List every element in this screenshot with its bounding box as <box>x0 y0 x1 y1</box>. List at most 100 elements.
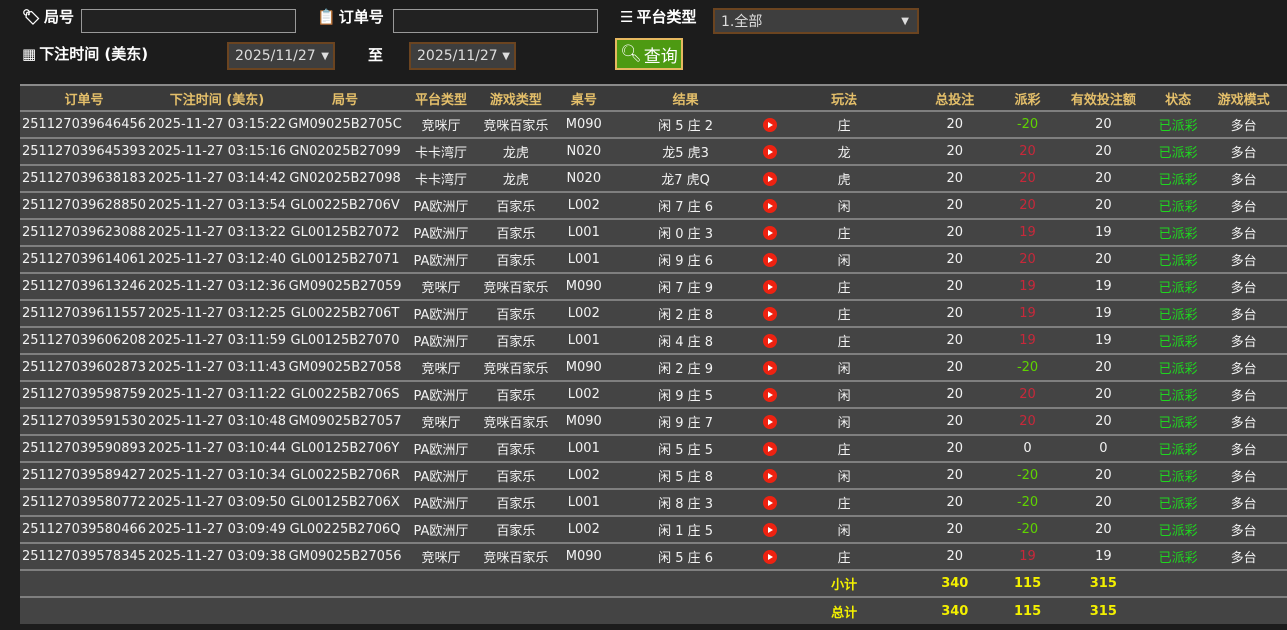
cell: 251127039638183 <box>20 164 148 192</box>
play-video-icon[interactable] <box>763 252 778 267</box>
cell: 闲 9 庄 5 <box>613 380 758 408</box>
table-header: 订单号 下注时间 (美东) 局号 平台类型 游戏类型 桌号 结果 玩法 总投注 派彩 有效投注额 状态… <box>20 84 1287 111</box>
table-row[interactable]: 251127039628850 2025-11-27 03:13:54 GL0022… <box>20 191 1287 219</box>
cell: 20 <box>904 542 1005 570</box>
cell: 百家乐 <box>477 488 554 516</box>
subtotal-total_bet: 340 <box>904 569 1005 597</box>
table-row[interactable]: 251127039580772 2025-11-27 03:09:50 GL0012… <box>20 488 1287 516</box>
cell: N020 <box>553 137 614 165</box>
play-video-icon[interactable] <box>763 441 778 456</box>
table-row[interactable]: 251127039590893 2025-11-27 03:10:44 GL0012… <box>20 434 1287 462</box>
cell: 20 <box>904 110 1005 138</box>
cell: 251127039613246 <box>20 272 148 300</box>
tag-icon: 🏷 <box>22 7 42 26</box>
cell: 20 <box>1050 380 1157 408</box>
table-row[interactable]: 251127039591530 2025-11-27 03:10:48 GM0902… <box>20 407 1287 435</box>
cell <box>147 596 287 624</box>
cell: 2025-11-27 03:15:16 <box>147 137 287 165</box>
play-video-icon[interactable] <box>763 306 778 321</box>
play-video-icon[interactable] <box>763 387 778 402</box>
cell: L002 <box>553 380 614 408</box>
cell: 多台 <box>1200 380 1287 408</box>
cell: 20 <box>1050 110 1157 138</box>
cell: 2025-11-27 03:11:59 <box>147 326 287 354</box>
cell: 251127039591530 <box>20 407 148 435</box>
cell: GL00125B27071 <box>286 245 405 273</box>
cell: 251127039578345 <box>20 542 148 570</box>
play-video-icon[interactable] <box>763 522 778 537</box>
play-video-icon[interactable] <box>763 333 778 348</box>
table-row[interactable]: 251127039606208 2025-11-27 03:11:59 GL0012… <box>20 326 1287 354</box>
cell: L001 <box>553 488 614 516</box>
play-video-icon[interactable] <box>763 360 778 375</box>
table-row[interactable]: 251127039578345 2025-11-27 03:09:38 GM0902… <box>20 542 1287 570</box>
table-row[interactable]: 251127039602873 2025-11-27 03:11:43 GM0902… <box>20 353 1287 381</box>
cell <box>20 596 148 624</box>
cell: L001 <box>553 326 614 354</box>
cell: 19 <box>1004 272 1051 300</box>
cell <box>477 596 554 624</box>
cell: 多台 <box>1200 110 1287 138</box>
cell: 0 <box>1004 434 1051 462</box>
cell: 2025-11-27 03:10:34 <box>147 461 287 489</box>
cell: 20 <box>1004 380 1051 408</box>
platform-select[interactable]: 1.全部 ▼ <box>713 8 919 34</box>
cell: 已派彩 <box>1156 434 1201 462</box>
table-row[interactable]: 251127039645393 2025-11-27 03:15:16 GN0202… <box>20 137 1287 165</box>
cell: 已派彩 <box>1156 137 1201 165</box>
play-video-icon[interactable] <box>763 495 778 510</box>
cell: 2025-11-27 03:09:50 <box>147 488 287 516</box>
query-button[interactable]: 🔍︎ 查询 <box>615 38 683 70</box>
date-from-select[interactable]: 2025/11/27 ▼ <box>227 42 335 70</box>
table-row[interactable]: 251127039598759 2025-11-27 03:11:22 GL0022… <box>20 380 1287 408</box>
cell: 251127039628850 <box>20 191 148 219</box>
date-to-select[interactable]: 2025/11/27 ▼ <box>409 42 516 70</box>
cell <box>286 596 405 624</box>
table-row[interactable]: 251127039580466 2025-11-27 03:09:49 GL0022… <box>20 515 1287 543</box>
cell: 20 <box>1004 137 1051 165</box>
play-video-icon[interactable] <box>763 279 778 294</box>
play-video-icon[interactable] <box>763 144 778 159</box>
table-row[interactable]: 251127039646456 2025-11-27 03:15:22 GM0902… <box>20 110 1287 138</box>
cell: 庄 <box>783 299 905 327</box>
clipboard-icon: 📋 <box>317 7 336 26</box>
cell: 龙5 虎3 <box>613 137 758 165</box>
cell: 20 <box>904 380 1005 408</box>
table-row[interactable]: 251127039611557 2025-11-27 03:12:25 GL0022… <box>20 299 1287 327</box>
cell: 多台 <box>1200 326 1287 354</box>
table-row[interactable]: 251127039613246 2025-11-27 03:12:36 GM0902… <box>20 272 1287 300</box>
table-row[interactable]: 251127039589427 2025-11-27 03:10:34 GL0022… <box>20 461 1287 489</box>
cell: 龙7 虎Q <box>613 164 758 192</box>
table-row[interactable]: 251127039638183 2025-11-27 03:14:42 GN0202… <box>20 164 1287 192</box>
chevron-down-icon: ▼ <box>321 50 329 62</box>
cell: 多台 <box>1200 488 1287 516</box>
cell: 已派彩 <box>1156 380 1201 408</box>
cell: 19 <box>1050 272 1157 300</box>
play-video-icon[interactable] <box>763 468 778 483</box>
play-video-icon[interactable] <box>763 414 778 429</box>
cell: GL00225B2706R <box>286 461 405 489</box>
cell <box>553 569 614 597</box>
cell: 已派彩 <box>1156 218 1201 246</box>
cell: L002 <box>553 515 614 543</box>
table-row[interactable]: 251127039623088 2025-11-27 03:13:22 GL0012… <box>20 218 1287 246</box>
cell: M090 <box>553 353 614 381</box>
cell: 19 <box>1050 218 1157 246</box>
cell: GM09025B27059 <box>286 272 405 300</box>
cell: 竞咪百家乐 <box>477 542 554 570</box>
play-video-icon[interactable] <box>763 171 778 186</box>
round-input[interactable] <box>81 9 296 33</box>
table-row[interactable]: 251127039614061 2025-11-27 03:12:40 GL0012… <box>20 245 1287 273</box>
cell: 2025-11-27 03:13:22 <box>147 218 287 246</box>
cell: 闲 <box>783 407 905 435</box>
play-video-icon[interactable] <box>763 117 778 132</box>
cell: 百家乐 <box>477 461 554 489</box>
order-input[interactable] <box>393 9 598 33</box>
play-video-icon[interactable] <box>763 549 778 564</box>
video-cell <box>757 542 784 570</box>
play-video-icon[interactable] <box>763 225 778 240</box>
cell: 20 <box>1050 137 1157 165</box>
play-video-icon[interactable] <box>763 198 778 213</box>
cell: 20 <box>904 326 1005 354</box>
cell <box>1156 596 1201 624</box>
